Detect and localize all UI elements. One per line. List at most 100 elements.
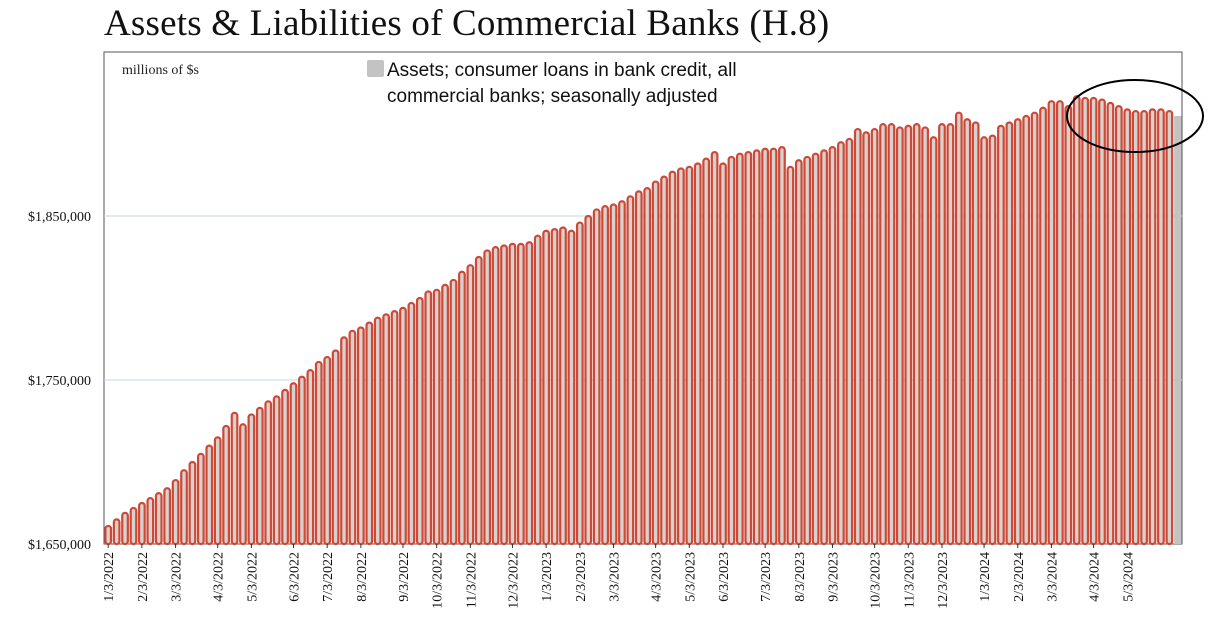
bar [239,423,247,546]
bar [356,326,365,546]
bar [567,229,576,546]
x-tick-label: 9/3/2022 [397,552,412,602]
bar [778,146,786,546]
bar [1081,96,1090,546]
bar [348,329,357,546]
x-tick-label: 2/3/2024 [1012,552,1027,602]
bar [592,208,601,546]
bar [769,147,778,546]
bar [146,496,155,546]
unit-label: millions of $s [122,63,199,78]
x-tick-label: 3/3/2024 [1045,552,1060,602]
bar [1106,101,1115,546]
bar [533,234,542,546]
bar [1157,108,1165,546]
bar [180,469,188,546]
bar [500,244,508,546]
bar [879,123,887,546]
bar [786,165,795,546]
bar [971,121,980,546]
bar [853,127,862,546]
bar [744,150,753,546]
bar [1047,100,1056,546]
bar [255,406,264,546]
bar [895,126,904,546]
bar [912,123,921,546]
legend-line-1: Assets; consumer loans in bank credit, a… [387,60,737,81]
bar [887,123,896,546]
bar [365,321,374,546]
bar [1064,105,1073,546]
y-tick-label: $1,650,000 [28,538,91,553]
bar [483,249,492,546]
x-tick-label: 6/3/2022 [287,552,302,602]
annotation-ellipse [1066,79,1204,153]
x-tick-label: 5/3/2022 [245,552,260,602]
bar [517,242,525,546]
bar [752,149,761,546]
bar [458,270,466,546]
bar [188,460,197,546]
bar [525,241,534,546]
bar [677,167,685,546]
bar [1131,109,1140,546]
bar [163,487,172,546]
bar [306,369,315,546]
bar [272,395,281,546]
bar [508,242,517,546]
bar [331,349,340,546]
bar [601,205,609,546]
bar [373,316,382,546]
bar [390,310,399,546]
bar [803,155,812,546]
bar [1022,114,1031,546]
bar [230,411,239,546]
x-tick-label: 2/3/2023 [574,552,589,602]
bar [1123,108,1132,546]
x-tick-label: 7/3/2022 [321,552,336,602]
bar [660,175,668,546]
bar [432,288,441,546]
bar [466,264,475,546]
bar [298,375,306,546]
bar [407,301,416,546]
bar [921,126,930,546]
bar [980,136,988,546]
bars [104,95,1182,546]
bar [1056,100,1064,546]
bar [213,436,222,546]
bar [550,228,559,546]
bar [542,229,551,546]
bar [399,306,407,546]
bar [474,255,483,546]
x-tick-label: 10/3/2022 [431,552,446,609]
bar [559,226,567,546]
x-tick-label: 8/3/2023 [793,552,808,602]
bar [870,127,879,546]
bar [340,336,348,546]
bar [862,131,871,546]
bar [247,413,256,546]
bar [828,146,837,546]
bar [938,123,946,546]
bar [171,478,180,546]
bar [963,118,972,546]
bar [1140,109,1148,546]
bar [954,111,963,546]
bar [1039,106,1047,546]
bar-final [1174,115,1182,545]
bar [946,123,955,546]
bar [264,400,273,546]
bar [222,424,230,546]
bar [491,246,500,546]
bar [415,296,424,546]
y-tick-label: $1,750,000 [28,374,91,389]
bar [634,190,643,546]
x-tick-label: 4/3/2023 [650,552,665,602]
y-axis-labels: $1,650,000 $1,750,000 $1,850,000 [28,210,91,553]
bar [1005,121,1014,546]
bar [441,283,449,546]
legend-line-2: commercial banks; seasonally adjusted [387,86,718,107]
bar [988,134,997,546]
